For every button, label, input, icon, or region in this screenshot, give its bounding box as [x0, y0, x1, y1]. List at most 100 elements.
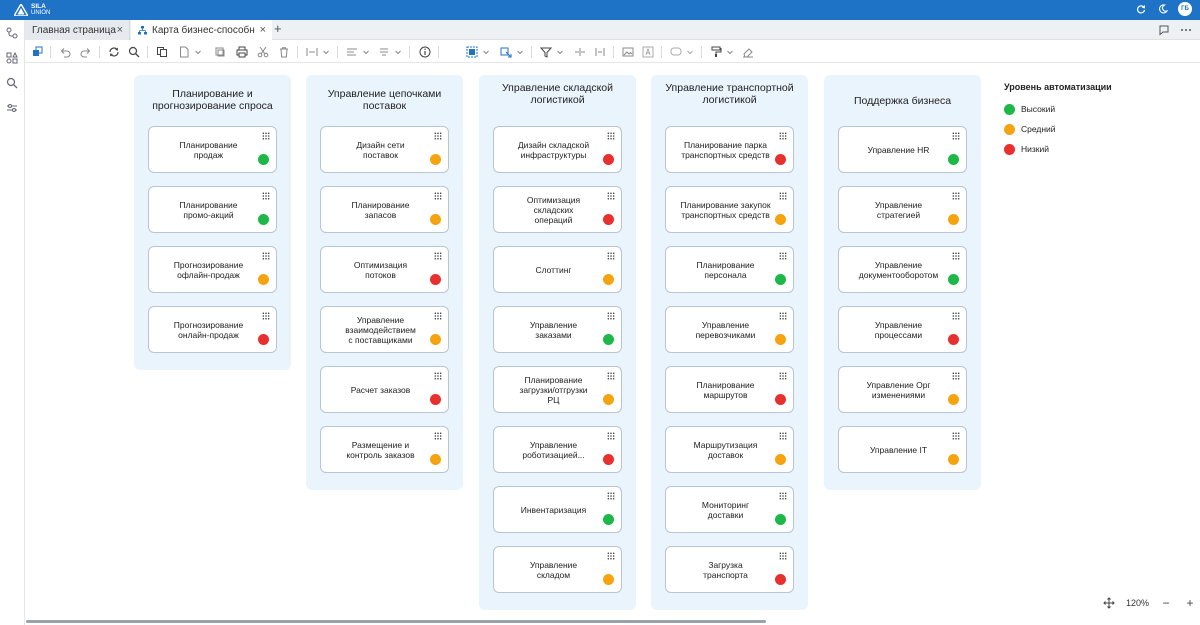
- distribute-icon[interactable]: [305, 45, 319, 59]
- group-icon[interactable]: [465, 45, 479, 59]
- chevron-down-icon[interactable]: [553, 45, 567, 59]
- chevron-down-icon[interactable]: [683, 45, 697, 59]
- capability-card[interactable]: Маршрутизация доставок: [665, 426, 794, 473]
- chevron-down-icon[interactable]: [479, 45, 493, 59]
- capability-card[interactable]: Инвентаризация: [493, 486, 622, 533]
- grid-dots-icon[interactable]: [262, 192, 270, 200]
- app-logo[interactable]: SILA UNION: [14, 2, 50, 18]
- capability-card[interactable]: Прогнозирование онлайн-продаж: [148, 306, 277, 353]
- copy-icon[interactable]: [155, 45, 169, 59]
- grid-dots-icon[interactable]: [952, 372, 960, 380]
- grid-dots-icon[interactable]: [779, 132, 787, 140]
- text-icon[interactable]: [641, 45, 655, 59]
- image-icon[interactable]: [621, 45, 635, 59]
- sliders-icon[interactable]: [5, 101, 19, 115]
- grid-dots-icon[interactable]: [434, 432, 442, 440]
- zoom-out-icon[interactable]: −: [1162, 596, 1170, 610]
- capability-card[interactable]: Планирование персонала: [665, 246, 794, 293]
- capability-card[interactable]: Планирование парка транспортных средств: [665, 126, 794, 173]
- capability-card[interactable]: Управление роботизацией...: [493, 426, 622, 473]
- capability-column[interactable]: Управление складской логистикой Дизайн ск…: [479, 75, 636, 610]
- more-icon[interactable]: [1180, 23, 1192, 41]
- expand-icon[interactable]: [573, 45, 587, 59]
- grid-dots-icon[interactable]: [262, 252, 270, 260]
- chevron-down-icon[interactable]: [513, 45, 527, 59]
- capability-card[interactable]: Управление складом: [493, 546, 622, 593]
- tab-capability-map[interactable]: Карта бизнес-способн ×: [131, 20, 272, 40]
- capability-card[interactable]: Планирование закупок транспортных средст…: [665, 186, 794, 233]
- comments-icon[interactable]: [1158, 23, 1170, 41]
- page-icon[interactable]: [177, 45, 191, 59]
- duplicate-icon[interactable]: [213, 45, 227, 59]
- add-tab-icon[interactable]: +: [274, 21, 282, 36]
- process-icon[interactable]: [5, 26, 19, 40]
- align-vertical-icon[interactable]: [377, 45, 391, 59]
- capability-card[interactable]: Размещение и контроль заказов: [320, 426, 449, 473]
- cut-icon[interactable]: [256, 45, 270, 59]
- user-avatar[interactable]: ГБ: [1178, 2, 1192, 16]
- capability-card[interactable]: Слоттинг: [493, 246, 622, 293]
- grid-dots-icon[interactable]: [607, 552, 615, 560]
- fit-view-icon[interactable]: [1102, 596, 1116, 610]
- grid-dots-icon[interactable]: [779, 192, 787, 200]
- capability-column[interactable]: Поддержка бизнеса Управление HR Управление…: [824, 75, 981, 490]
- close-icon[interactable]: ×: [259, 24, 266, 36]
- capability-card[interactable]: Управление перевозчиками: [665, 306, 794, 353]
- capability-card[interactable]: Управление заказами: [493, 306, 622, 353]
- capability-card[interactable]: Расчет заказов: [320, 366, 449, 413]
- capability-column[interactable]: Управление транспортной логистикой Планир…: [651, 75, 808, 610]
- capability-card[interactable]: Планирование загрузки/отгрузки РЦ: [493, 366, 622, 413]
- capability-card[interactable]: Оптимизация складских операций: [493, 186, 622, 233]
- grid-dots-icon[interactable]: [952, 252, 960, 260]
- close-icon[interactable]: ×: [116, 24, 123, 36]
- find-icon[interactable]: [127, 45, 141, 59]
- grid-dots-icon[interactable]: [262, 312, 270, 320]
- grid-dots-icon[interactable]: [434, 192, 442, 200]
- tab-home[interactable]: Главная страница ×: [25, 20, 130, 40]
- grid-dots-icon[interactable]: [434, 132, 442, 140]
- chevron-down-icon[interactable]: [723, 45, 737, 59]
- print-icon[interactable]: [235, 45, 249, 59]
- eraser-icon[interactable]: [741, 45, 755, 59]
- capability-card[interactable]: Управление Орг изменениями: [838, 366, 967, 413]
- capability-card[interactable]: Управление IT: [838, 426, 967, 473]
- grid-dots-icon[interactable]: [779, 252, 787, 260]
- theme-icon[interactable]: [1156, 2, 1170, 16]
- capability-card[interactable]: Планирование продаж: [148, 126, 277, 173]
- grid-dots-icon[interactable]: [434, 312, 442, 320]
- sync-icon[interactable]: [107, 45, 121, 59]
- grid-dots-icon[interactable]: [779, 312, 787, 320]
- capability-card[interactable]: Управление HR: [838, 126, 967, 173]
- format-painter-icon[interactable]: [709, 45, 723, 59]
- layers-icon[interactable]: [31, 45, 45, 59]
- grid-dots-icon[interactable]: [779, 552, 787, 560]
- capability-card[interactable]: Управление стратегией: [838, 186, 967, 233]
- capability-card[interactable]: Планирование маршрутов: [665, 366, 794, 413]
- grid-dots-icon[interactable]: [952, 312, 960, 320]
- grid-dots-icon[interactable]: [607, 312, 615, 320]
- grid-dots-icon[interactable]: [607, 432, 615, 440]
- capability-card[interactable]: Управление процессами: [838, 306, 967, 353]
- capability-card[interactable]: Оптимизация потоков: [320, 246, 449, 293]
- grid-dots-icon[interactable]: [607, 372, 615, 380]
- capability-card[interactable]: Загрузка транспорта: [665, 546, 794, 593]
- redo-icon[interactable]: [79, 45, 93, 59]
- grid-dots-icon[interactable]: [952, 432, 960, 440]
- capability-card[interactable]: Дизайн складской инфраструктуры: [493, 126, 622, 173]
- capability-card[interactable]: Управление документооборотом: [838, 246, 967, 293]
- horizontal-scrollbar[interactable]: [26, 620, 766, 623]
- chevron-down-icon[interactable]: [319, 45, 333, 59]
- chevron-down-icon[interactable]: [391, 45, 405, 59]
- capability-card[interactable]: Мониторинг доставки: [665, 486, 794, 533]
- undo-icon[interactable]: [58, 45, 72, 59]
- grid-dots-icon[interactable]: [779, 372, 787, 380]
- grid-dots-icon[interactable]: [607, 492, 615, 500]
- delete-icon[interactable]: [277, 45, 291, 59]
- capability-column[interactable]: Планирование и прогнозирование спроса Пла…: [134, 75, 291, 370]
- align-left-icon[interactable]: [345, 45, 359, 59]
- grid-dots-icon[interactable]: [434, 372, 442, 380]
- grid-dots-icon[interactable]: [952, 132, 960, 140]
- capability-card[interactable]: Планирование промо-акций: [148, 186, 277, 233]
- grid-dots-icon[interactable]: [779, 432, 787, 440]
- shapes-icon[interactable]: [5, 51, 19, 65]
